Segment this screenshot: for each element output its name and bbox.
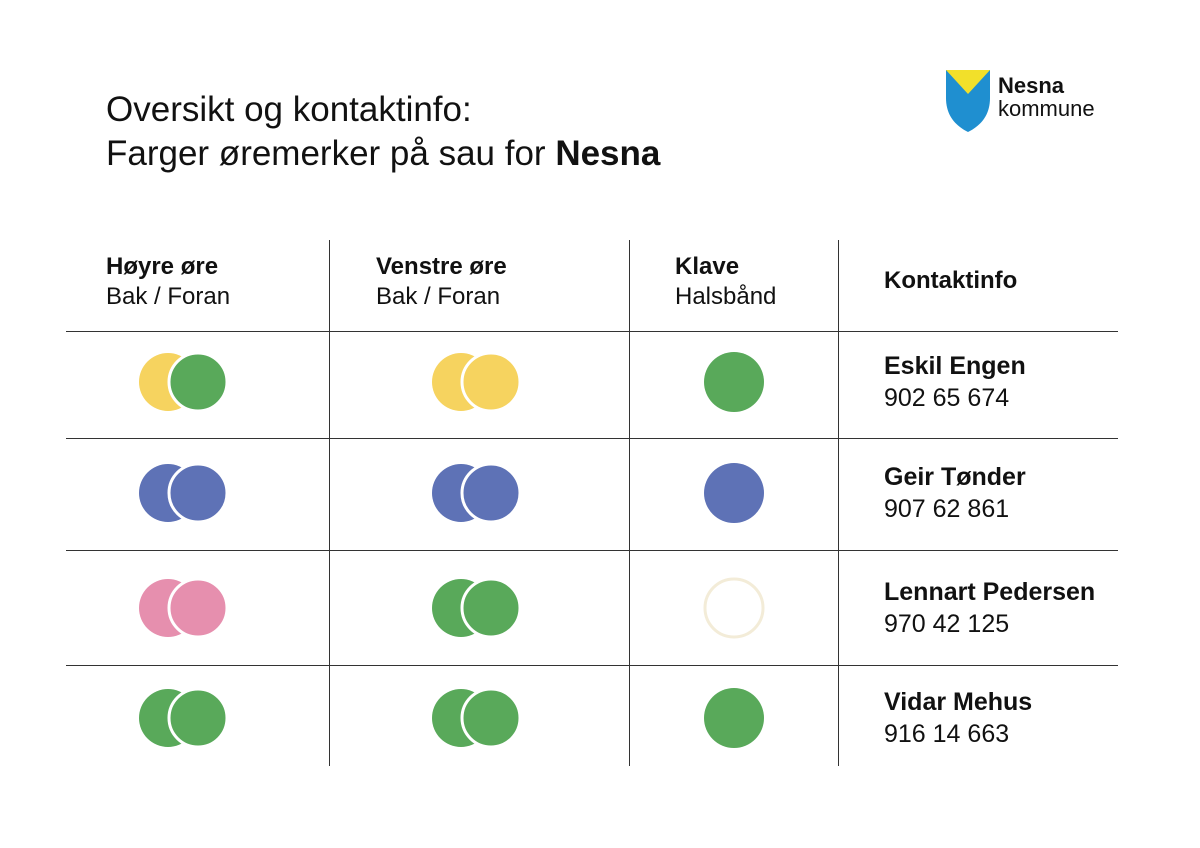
left-ear-tags [430, 351, 524, 413]
title-municipality: Nesna [555, 134, 661, 173]
row-divider [66, 438, 1118, 439]
header-collar: Klave Halsbånd [675, 252, 776, 312]
row-divider [66, 331, 1118, 332]
row-divider [66, 550, 1118, 551]
tag-front-dot [167, 577, 229, 639]
tag-front-dot [460, 351, 522, 413]
collar-dot [704, 463, 764, 523]
header-left-ear-sub: Bak / Foran [376, 283, 501, 310]
header-collar-sub: Halsbånd [675, 283, 777, 310]
title-line-1: Oversikt og kontaktinfo: [106, 90, 472, 129]
title-line-2-prefix: Farger øremerker på sau for [106, 134, 556, 173]
right-ear-tags [137, 462, 231, 524]
right-ear-tags [137, 577, 231, 639]
tag-front-dot [460, 577, 522, 639]
left-ear-tags [430, 687, 524, 749]
collar-color [702, 576, 766, 640]
logo-text-line-2: kommune [998, 96, 1095, 121]
header-right-ear: Høyre øre Bak / Foran [106, 252, 230, 312]
header-left-ear-title: Venstre øre [376, 253, 507, 280]
tag-front-dot [167, 462, 229, 524]
contact-name: Vidar Mehus [884, 688, 1033, 716]
column-divider [838, 240, 839, 766]
header-contact: Kontaktinfo [884, 266, 1017, 296]
header-left-ear: Venstre øre Bak / Foran [376, 252, 507, 312]
contact-name: Eskil Engen [884, 352, 1026, 380]
coat-of-arms-icon [946, 70, 990, 132]
tag-front-dot [167, 687, 229, 749]
right-ear-tags [137, 687, 231, 749]
contact-name: Lennart Pedersen [884, 578, 1096, 606]
header-contact-title: Kontaktinfo [884, 267, 1018, 294]
column-divider [629, 240, 630, 766]
left-ear-tags [430, 577, 524, 639]
contact-phone: 907 62 861 [884, 495, 1010, 523]
right-ear-tags [137, 351, 231, 413]
contact-name: Geir Tønder [884, 463, 1026, 491]
contact-phone: 902 65 674 [884, 384, 1010, 412]
contact-phone: 916 14 663 [884, 720, 1010, 748]
header-right-ear-title: Høyre øre [106, 253, 219, 280]
header-right-ear-sub: Bak / Foran [106, 283, 231, 310]
title-line-2: Farger øremerker på sau for Nesna [106, 132, 660, 176]
collar-dot [704, 352, 764, 412]
logo-text-line-1: Nesna [998, 73, 1065, 98]
collar-color [702, 461, 766, 525]
contact-info: Vidar Mehus 916 14 663 [884, 686, 1032, 750]
left-ear-tags [430, 462, 524, 524]
page-title: Oversikt og kontaktinfo: Farger øremerke… [106, 88, 660, 176]
tag-front-dot [167, 351, 229, 413]
contact-phone: 970 42 125 [884, 610, 1010, 638]
collar-dot [703, 577, 765, 639]
contact-info: Lennart Pedersen 970 42 125 [884, 576, 1095, 640]
collar-color [702, 686, 766, 750]
contact-info: Geir Tønder 907 62 861 [884, 461, 1026, 525]
contact-info: Eskil Engen 902 65 674 [884, 350, 1026, 414]
collar-color [702, 350, 766, 414]
tag-front-dot [460, 687, 522, 749]
header-collar-title: Klave [675, 253, 740, 280]
collar-dot [704, 688, 764, 748]
municipality-logo: Nesna kommune [944, 68, 1124, 134]
ear-tag-table: Høyre øre Bak / Foran Venstre øre Bak / … [66, 240, 1118, 766]
column-divider [329, 240, 330, 766]
tag-front-dot [460, 462, 522, 524]
row-divider [66, 665, 1118, 666]
